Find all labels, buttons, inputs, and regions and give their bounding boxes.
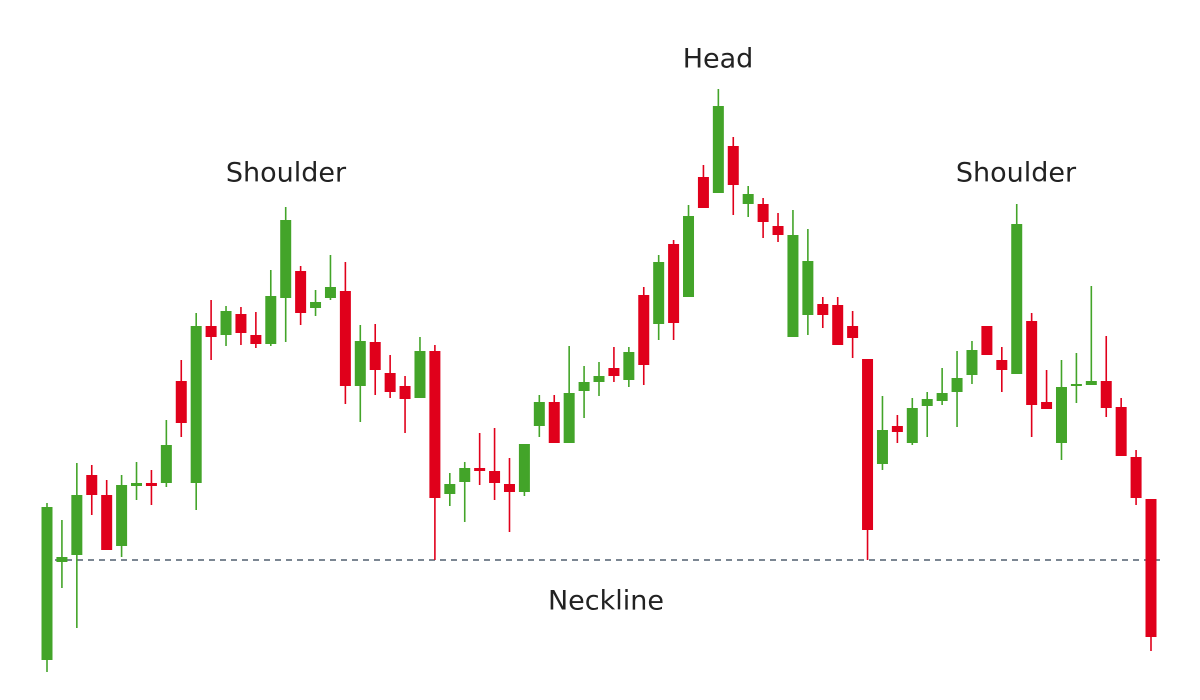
candle-body bbox=[593, 376, 605, 382]
candle-body bbox=[116, 485, 128, 546]
candle-body bbox=[996, 360, 1008, 370]
candle-body bbox=[1130, 457, 1142, 498]
candle-body bbox=[444, 484, 456, 494]
candle-body bbox=[41, 507, 53, 660]
candle-body bbox=[981, 326, 993, 355]
candle-body bbox=[86, 475, 98, 495]
candle-body bbox=[324, 287, 336, 298]
candle-body bbox=[832, 305, 844, 345]
candle-body bbox=[847, 326, 859, 338]
candle-body bbox=[653, 262, 665, 324]
candle-body bbox=[1055, 387, 1067, 443]
candle-body bbox=[966, 350, 978, 375]
candle-body bbox=[951, 378, 963, 392]
candle-body bbox=[56, 557, 68, 562]
candle-body bbox=[772, 226, 784, 235]
candle-body bbox=[235, 314, 247, 333]
candle-body bbox=[578, 382, 590, 391]
candle-body bbox=[623, 352, 635, 380]
candle-body bbox=[817, 304, 829, 315]
candle-body bbox=[936, 393, 948, 401]
candle-body bbox=[1026, 321, 1038, 405]
candle-body bbox=[474, 468, 486, 471]
candle-body bbox=[608, 368, 620, 376]
candle-body bbox=[399, 386, 411, 399]
candle-body bbox=[310, 302, 322, 308]
candle-body bbox=[757, 204, 769, 222]
candle-body bbox=[727, 146, 739, 185]
candle-body bbox=[742, 194, 754, 204]
candle-body bbox=[1041, 402, 1053, 409]
candle-body bbox=[101, 495, 113, 550]
candle-body bbox=[339, 291, 351, 386]
candle-body bbox=[295, 271, 307, 313]
candle-body bbox=[862, 359, 874, 530]
candle-body bbox=[145, 483, 157, 486]
candle-body bbox=[71, 495, 83, 555]
candle-body bbox=[683, 216, 695, 297]
candle-body bbox=[175, 381, 187, 423]
candle-body bbox=[712, 106, 724, 193]
candle-body bbox=[489, 471, 501, 483]
candle-body bbox=[921, 399, 933, 406]
candle-body bbox=[190, 326, 202, 483]
candle-body bbox=[891, 426, 903, 432]
candle-body bbox=[414, 351, 426, 398]
candle-body bbox=[1011, 224, 1023, 374]
candle-body bbox=[1115, 407, 1127, 456]
candle-body bbox=[250, 335, 262, 344]
candle-body bbox=[429, 351, 441, 498]
annotation: Shoulder bbox=[956, 158, 1077, 189]
candle-body bbox=[503, 484, 515, 492]
candle-body bbox=[563, 393, 575, 443]
candle-body bbox=[548, 402, 560, 443]
candle-body bbox=[802, 261, 814, 315]
candle-body bbox=[354, 341, 366, 386]
candle-body bbox=[205, 326, 217, 337]
candle-body bbox=[131, 483, 143, 486]
candle-body bbox=[668, 244, 680, 323]
candle-body bbox=[1070, 384, 1082, 386]
candles bbox=[41, 89, 1157, 672]
annotation: Head bbox=[683, 44, 754, 75]
candle-body bbox=[533, 402, 545, 426]
candle-body bbox=[638, 295, 650, 365]
candle-body bbox=[906, 408, 918, 443]
candle-body bbox=[876, 430, 888, 464]
candle-body bbox=[280, 220, 292, 298]
annotation: Shoulder bbox=[226, 158, 347, 189]
candle-body bbox=[518, 444, 530, 492]
candle-body bbox=[1145, 499, 1157, 637]
candle-body bbox=[160, 445, 172, 483]
candle-body bbox=[220, 311, 232, 335]
candle-body bbox=[1085, 381, 1097, 385]
candle-body bbox=[787, 235, 799, 337]
candle-body bbox=[369, 342, 381, 370]
candle-body bbox=[384, 373, 396, 392]
annotation: Neckline bbox=[548, 586, 664, 617]
candle-body bbox=[697, 177, 709, 208]
candle-body bbox=[1100, 381, 1112, 408]
candle-body bbox=[265, 296, 277, 344]
candle-body bbox=[459, 468, 471, 482]
